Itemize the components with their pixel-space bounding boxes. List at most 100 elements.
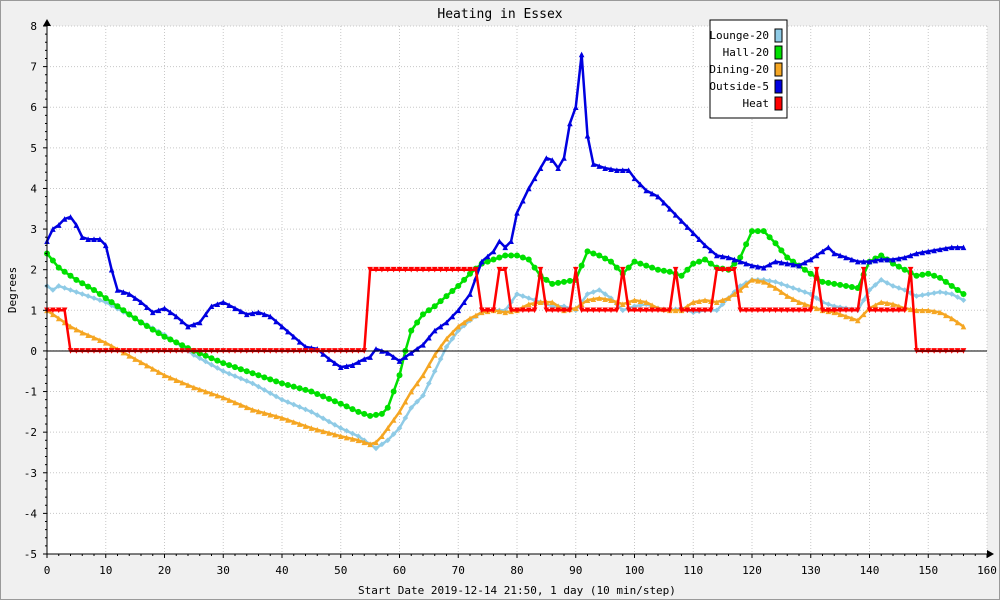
data-point xyxy=(214,301,221,308)
data-point xyxy=(302,386,309,393)
data-point xyxy=(937,274,943,281)
data-point xyxy=(713,299,720,305)
data-point xyxy=(743,260,749,267)
data-point xyxy=(549,307,556,314)
data-point xyxy=(614,167,620,173)
data-point xyxy=(954,319,961,326)
data-point xyxy=(737,307,744,314)
x-tick-label: 0 xyxy=(44,564,51,577)
data-point xyxy=(760,264,767,271)
data-point xyxy=(255,309,262,316)
data-point xyxy=(326,430,332,436)
data-point xyxy=(525,301,532,308)
y-tick-label: -5 xyxy=(24,548,37,561)
data-point xyxy=(655,193,661,200)
data-point xyxy=(678,272,685,279)
data-point xyxy=(226,362,233,369)
data-point xyxy=(373,445,379,452)
data-point xyxy=(220,394,227,401)
data-point xyxy=(643,307,650,314)
data-point xyxy=(825,301,832,308)
data-point xyxy=(778,307,785,314)
data-point xyxy=(519,254,526,261)
x-tick-label: 20 xyxy=(158,564,171,577)
data-point xyxy=(443,344,450,350)
data-point xyxy=(948,244,955,251)
data-point xyxy=(672,266,679,273)
data-point xyxy=(802,307,808,314)
data-point xyxy=(690,230,697,236)
data-point xyxy=(396,372,403,379)
data-point xyxy=(872,307,879,314)
data-point xyxy=(67,272,74,279)
data-point xyxy=(702,307,708,314)
data-point xyxy=(343,428,350,434)
data-point xyxy=(925,307,932,314)
data-point xyxy=(232,364,238,371)
data-point xyxy=(232,399,238,406)
data-point xyxy=(420,266,426,273)
data-point xyxy=(191,352,197,358)
data-point xyxy=(848,283,855,290)
data-point xyxy=(443,266,450,273)
data-point xyxy=(837,304,843,311)
data-point xyxy=(625,307,632,314)
data-point xyxy=(631,297,638,303)
data-point xyxy=(191,384,197,391)
data-point xyxy=(443,335,450,342)
data-point xyxy=(819,278,826,285)
data-point xyxy=(102,242,109,249)
data-point xyxy=(819,307,826,314)
data-point xyxy=(520,197,526,204)
data-point xyxy=(578,262,585,269)
data-point xyxy=(919,292,926,298)
data-point xyxy=(872,282,879,288)
series-hall-20 xyxy=(44,228,967,419)
data-point xyxy=(478,307,485,314)
data-point xyxy=(61,268,68,275)
data-point xyxy=(120,289,127,295)
data-point xyxy=(708,247,714,254)
series-lines xyxy=(44,51,967,452)
data-point xyxy=(343,434,350,441)
data-point xyxy=(320,351,326,357)
data-point xyxy=(361,410,368,417)
y-tick-label: 8 xyxy=(30,20,37,33)
data-point xyxy=(367,266,373,273)
data-point xyxy=(537,165,544,171)
data-point xyxy=(420,372,426,379)
data-point xyxy=(179,379,185,386)
data-point xyxy=(878,307,885,314)
data-point xyxy=(232,305,238,312)
data-point xyxy=(243,368,250,375)
data-point xyxy=(802,289,808,295)
data-point xyxy=(273,393,279,400)
data-point xyxy=(913,272,920,279)
data-point xyxy=(702,256,708,263)
data-point xyxy=(426,380,432,387)
data-point xyxy=(373,411,379,418)
legend: Lounge-20 Hall-20 Dining-20 Outside-5 Heat xyxy=(709,19,788,119)
data-point xyxy=(402,354,409,360)
data-point xyxy=(901,287,908,293)
data-point xyxy=(61,285,68,291)
data-point xyxy=(819,248,826,255)
data-point xyxy=(414,398,420,405)
data-point xyxy=(91,236,97,243)
data-point xyxy=(473,312,479,319)
data-point xyxy=(584,132,591,139)
data-point xyxy=(426,334,432,341)
data-point xyxy=(925,248,932,255)
data-point xyxy=(643,262,650,269)
data-point xyxy=(79,234,86,240)
data-point xyxy=(749,277,755,283)
data-point xyxy=(943,290,949,296)
data-point xyxy=(896,255,902,262)
data-point xyxy=(167,309,174,316)
data-point xyxy=(390,388,397,395)
data-point xyxy=(232,373,238,379)
x-tick-label: 130 xyxy=(801,564,821,577)
data-point xyxy=(649,190,655,197)
data-point xyxy=(837,281,844,288)
data-point xyxy=(872,257,879,264)
